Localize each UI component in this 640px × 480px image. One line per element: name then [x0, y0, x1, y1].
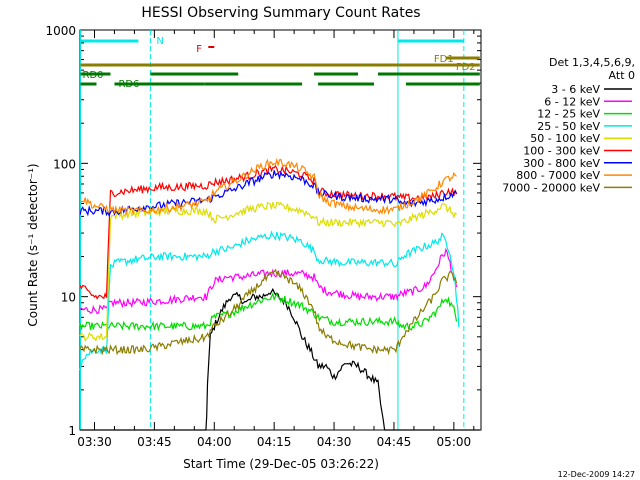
plot-frame	[79, 29, 482, 431]
legend-label: 300 - 800 keV	[523, 157, 600, 170]
plot-axes: 1 10 100 1000 03:30 03:45 04:00 04:15 04:30 04:45…	[45, 24, 482, 449]
y-tick-label: 1000	[45, 24, 76, 38]
flag-label-f: F	[196, 44, 202, 55]
y-tick-label: 10	[61, 291, 76, 305]
legend-label: 6 - 12 keV	[544, 95, 600, 108]
timestamp: 12-Dec-2009 14:27	[558, 470, 635, 479]
y-tick-label: 1	[68, 424, 76, 438]
chart-title: HESSI Observing Summary Count Rates	[141, 5, 420, 21]
flag-label-rd6: RD6	[118, 79, 139, 90]
x-axis-label: Start Time (29-Dec-05 03:26:22)	[183, 457, 379, 471]
series-line-0	[80, 287, 480, 431]
series-line-2	[79, 292, 458, 332]
flag-label-n: N	[156, 36, 163, 47]
x-tick-label: 04:45	[377, 435, 412, 449]
legend-label: 7000 - 20000 keV	[502, 181, 600, 194]
legend-label: 12 - 25 keV	[537, 108, 600, 121]
x-tick-label: 03:45	[137, 435, 172, 449]
legend-label: 800 - 7000 keV	[516, 169, 600, 182]
series-line-7	[79, 157, 457, 216]
flag-label-fd1: FD1	[434, 54, 454, 65]
legend-label: 25 - 50 keV	[537, 120, 600, 133]
legend-title: Det 1,3,4,5,6,9,	[549, 56, 635, 69]
y-axis-label: Count Rate (s⁻¹ detector⁻¹)	[26, 163, 40, 326]
x-tick-label: 04:15	[257, 435, 292, 449]
x-tick-label: 03:30	[77, 435, 112, 449]
series-line-3	[79, 230, 460, 371]
series-line-5	[79, 164, 458, 300]
x-tick-label: 04:30	[317, 435, 352, 449]
data-series	[79, 157, 480, 431]
flag-label-fd2: FD2	[456, 62, 476, 73]
x-tick-label: 05:00	[437, 435, 472, 449]
x-tick-label: 04:00	[197, 435, 232, 449]
legend-subtitle: Att 0	[609, 69, 635, 82]
y-tick-label: 100	[53, 157, 76, 171]
legend-label: 50 - 100 keV	[530, 132, 600, 145]
series-line-4	[79, 201, 457, 343]
series-line-8	[79, 268, 458, 356]
legend-label: 100 - 300 keV	[523, 145, 600, 158]
legend-label: 3 - 6 keV	[551, 83, 600, 96]
flag-label-rd0: RD0	[83, 70, 104, 81]
